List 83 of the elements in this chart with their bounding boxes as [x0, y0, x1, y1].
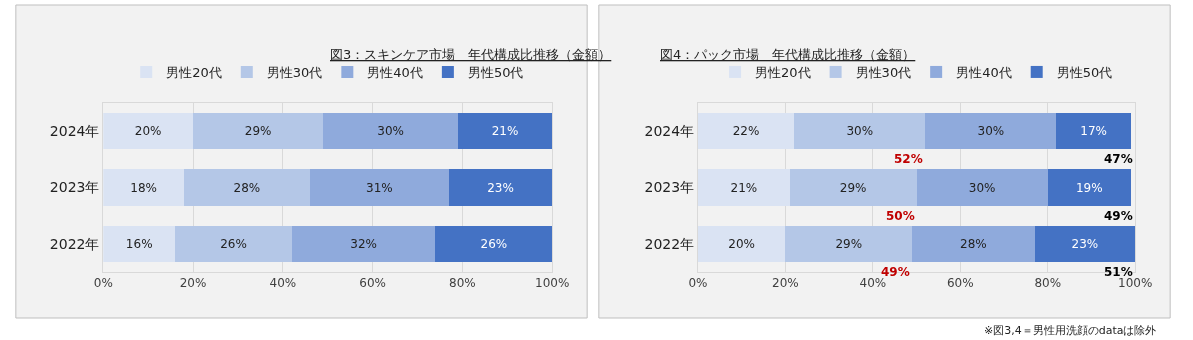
- x-tick-label: 100%: [1118, 276, 1153, 291]
- data-label: 20%: [728, 236, 755, 251]
- data-label: 18%: [130, 180, 158, 195]
- x-tick-label: 60%: [946, 276, 974, 291]
- annotation: 47%: [1104, 152, 1133, 166]
- y-tick-label: 2024年: [49, 123, 100, 140]
- legend-label: 男性40代: [367, 65, 423, 81]
- annotation: 49%: [1104, 209, 1133, 223]
- x-tick-label: 40%: [859, 276, 887, 291]
- chart-title: 図4：パック市場 年代構成比推移（金額）: [660, 47, 916, 62]
- bar: [448, 169, 553, 206]
- x-tick-label: 0%: [93, 276, 113, 291]
- legend-label: 男性50代: [467, 65, 524, 81]
- data-label: 23%: [487, 180, 514, 195]
- x-tick-label: 40%: [269, 276, 297, 291]
- data-label: 26%: [480, 236, 508, 251]
- data-label: 32%: [350, 236, 377, 251]
- data-label: 21%: [491, 124, 519, 139]
- x-tick-label: 20%: [772, 276, 799, 291]
- y-tick-label: 2024年: [644, 123, 695, 140]
- bar: [193, 112, 324, 150]
- data-label: 30%: [377, 124, 404, 139]
- bar: [916, 169, 1048, 206]
- data-label: 28%: [233, 180, 261, 195]
- data-label: 30%: [968, 180, 996, 195]
- bar: [457, 112, 553, 150]
- bar: [789, 169, 917, 206]
- bar: [103, 112, 194, 150]
- annotation: 50%: [886, 209, 915, 223]
- bar: [175, 225, 292, 263]
- data-label: 30%: [977, 124, 1005, 139]
- x-tick-label: 100%: [535, 276, 570, 291]
- x-tick-label: 60%: [359, 276, 386, 291]
- y-tick-label: 2022年: [49, 235, 100, 252]
- x-tick-label: 20%: [179, 276, 207, 291]
- bar: [103, 225, 176, 263]
- data-label: 23%: [1071, 236, 1099, 251]
- bar: [697, 225, 786, 263]
- legend-label: 男性30代: [266, 65, 323, 81]
- bar: [912, 225, 1035, 263]
- x-tick-label: 0%: [688, 276, 708, 291]
- annotation: 49%: [881, 265, 910, 279]
- legend-label: 男性30代: [855, 65, 912, 81]
- y-tick-label: 2023年: [49, 179, 100, 196]
- chart-title: 図3：スキンケア市場 年代構成比推移（金額）: [330, 47, 612, 62]
- annotation: 51%: [1104, 265, 1133, 279]
- bar: [291, 225, 436, 263]
- data-label: 28%: [960, 236, 987, 251]
- data-label: 30%: [846, 124, 874, 139]
- data-label: 21%: [730, 180, 758, 195]
- data-label: 19%: [1075, 180, 1103, 195]
- data-label: 29%: [244, 124, 272, 139]
- bar: [1056, 112, 1131, 150]
- legend-label: 男性40代: [956, 65, 1012, 81]
- bar: [435, 225, 553, 263]
- bar: [1047, 169, 1131, 206]
- data-label: 29%: [839, 180, 867, 195]
- data-label: 17%: [1080, 124, 1107, 139]
- data-label: 31%: [366, 180, 393, 195]
- data-label: 29%: [835, 236, 863, 251]
- y-tick-label: 2023年: [644, 179, 695, 196]
- legend-label: 男性50代: [1056, 65, 1113, 81]
- data-label: 16%: [125, 236, 153, 251]
- y-tick-label: 2022年: [644, 235, 695, 252]
- legend-label: 男性20代: [755, 65, 811, 81]
- bar: [184, 169, 310, 206]
- legend-label: 男性20代: [166, 65, 222, 81]
- bar: [925, 112, 1057, 150]
- bar: [309, 169, 449, 206]
- bar: [785, 225, 913, 263]
- bar: [1034, 225, 1136, 263]
- annotation: 52%: [894, 152, 923, 166]
- data-label: 20%: [134, 124, 162, 139]
- bar: [323, 112, 458, 150]
- bar: [103, 169, 185, 206]
- x-tick-label: 80%: [1034, 276, 1062, 291]
- bar: [697, 169, 790, 206]
- data-label: 26%: [220, 236, 247, 251]
- data-label: 22%: [732, 124, 760, 139]
- bar: [794, 112, 926, 150]
- bar: [697, 112, 795, 150]
- text: ※図3,4＝男性用洗顔のdataは除外: [984, 324, 1157, 337]
- x-tick-label: 80%: [449, 276, 476, 291]
